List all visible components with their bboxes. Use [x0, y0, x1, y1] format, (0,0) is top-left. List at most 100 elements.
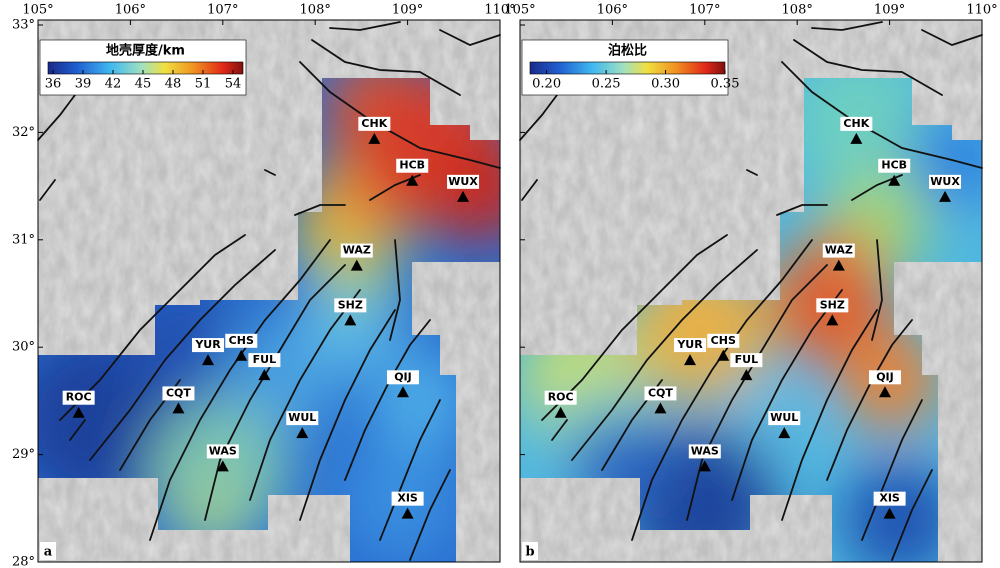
station-label-box: [396, 158, 429, 173]
colorbar-title: 地壳厚度/km: [106, 43, 185, 59]
station-label-box: [707, 333, 740, 348]
colorbar-tick-label: 39: [75, 77, 92, 92]
colorbar: [529, 61, 726, 75]
station-marker: [939, 190, 952, 202]
station-label: CQT: [166, 386, 191, 399]
lat-tick-label: 29°: [12, 447, 35, 462]
lat-tick-label: 28°: [12, 555, 35, 568]
colorbar-tick-label: 51: [195, 77, 212, 92]
panel-label: b: [525, 545, 534, 560]
station-marker: [344, 314, 357, 326]
station-label-box: [447, 174, 480, 189]
station-marker: [740, 369, 753, 381]
colorbar-tick-label: 48: [165, 77, 182, 92]
station-label-box: [878, 158, 911, 173]
station-label-box: [192, 338, 225, 353]
lon-tick-label: 110°: [966, 3, 997, 18]
station-label: QIJ: [876, 370, 894, 383]
station-label: ROC: [548, 391, 574, 404]
station-label-box: [544, 390, 577, 405]
station-label-box: [816, 298, 849, 313]
lat-tick-label: 32°: [12, 125, 35, 140]
station-label: WAZ: [343, 244, 371, 257]
station-marker: [72, 406, 85, 418]
station-label-box: [688, 444, 721, 459]
colorbar-tick-label: 42: [105, 77, 122, 92]
station-label: WAS: [209, 444, 237, 457]
colorbar-tick-label: 0.20: [532, 77, 561, 92]
lon-tick-label: 109°: [874, 3, 905, 18]
station-label: SHZ: [338, 298, 363, 311]
station-label-box: [868, 370, 901, 385]
station-label: YUR: [676, 338, 703, 351]
lon-tick-label: 108°: [300, 3, 331, 18]
station-label: HCB: [881, 159, 907, 172]
station-label-box: [62, 390, 95, 405]
station-marker: [350, 259, 363, 271]
station-label-box: [873, 491, 906, 506]
station-label-box: [286, 411, 319, 426]
station-label: WAZ: [825, 244, 853, 257]
station-label-box: [162, 386, 195, 401]
station-label-box: [840, 116, 873, 131]
lat-tick-label: 30°: [12, 340, 35, 355]
colorbar-tick-label: 0.30: [651, 77, 680, 92]
station-label-box: [225, 333, 258, 348]
frame: [519, 19, 983, 563]
panel-label-box: [40, 542, 56, 560]
station-marker: [457, 190, 470, 202]
panel-a: [37, 19, 501, 563]
station-label: WAS: [691, 444, 719, 457]
station-label: WUL: [770, 411, 798, 424]
station-marker: [878, 386, 891, 398]
colorbar-tick-label: 0.35: [711, 77, 740, 92]
colorbar-title: 泊松比: [608, 43, 647, 59]
station-label: QIJ: [394, 370, 412, 383]
station-label-box: [358, 116, 391, 131]
station-marker: [888, 174, 901, 186]
lon-tick-label: 106°: [115, 3, 146, 18]
station-marker: [296, 427, 309, 439]
station-label-box: [644, 386, 677, 401]
station-label: CQT: [648, 386, 673, 399]
station-label: ROC: [66, 391, 92, 404]
lon-tick-label: 105°: [504, 3, 535, 18]
station-marker: [778, 427, 791, 439]
station-marker: [401, 507, 414, 519]
station-marker: [368, 132, 381, 144]
lon-tick-label: 110°: [484, 3, 515, 18]
colorbar-tick-label: 45: [135, 77, 152, 92]
station-marker: [698, 460, 711, 472]
lat-tick-label: 31°: [12, 232, 35, 247]
station-label-box: [929, 174, 962, 189]
station-label-box: [340, 243, 373, 258]
station-marker: [258, 369, 271, 381]
colorbar: [47, 61, 244, 75]
panel-b: [519, 19, 983, 563]
station-label: CHS: [229, 334, 254, 347]
station-label: FUL: [735, 353, 758, 366]
station-marker: [654, 402, 667, 414]
station-marker: [883, 507, 896, 519]
lat-tick-label: 33°: [12, 18, 35, 33]
station-label: HCB: [399, 159, 425, 172]
frame: [37, 19, 501, 563]
panel-label: a: [44, 545, 53, 560]
station-marker: [717, 349, 730, 361]
station-marker: [396, 386, 409, 398]
station-label: XIS: [879, 492, 900, 505]
station-marker: [235, 349, 248, 361]
station-marker: [826, 314, 839, 326]
station-label-box: [730, 353, 763, 368]
station-label-box: [822, 243, 855, 258]
station-marker: [216, 460, 229, 472]
annotations: 105° 106° 107° 108° 109° 110° 28° 29° 30° 31° 32° 3…: [12, 3, 998, 568]
colorbar-tick-label: 0.25: [592, 77, 621, 92]
station-label: CHK: [843, 117, 869, 130]
lon-tick-label: 107°: [207, 3, 238, 18]
station-marker: [832, 259, 845, 271]
station-label-box: [391, 491, 424, 506]
station-marker: [202, 354, 215, 366]
lon-tick-label: 107°: [689, 3, 720, 18]
